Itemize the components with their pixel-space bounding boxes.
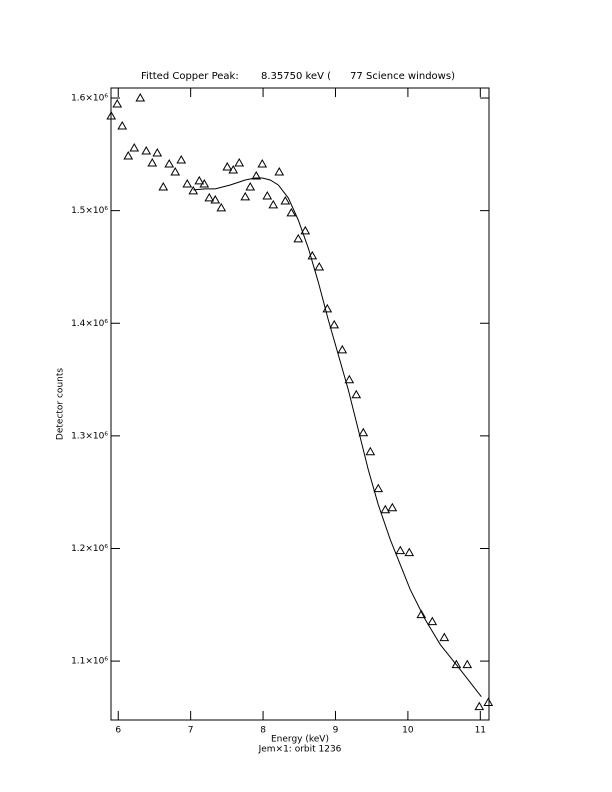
data-point: [274, 167, 285, 176]
data-point: [373, 483, 384, 493]
data-point: [365, 446, 376, 456]
data-point: [194, 175, 205, 185]
x-tick-label: 6: [115, 726, 121, 736]
data-point: [380, 504, 391, 514]
data-point: [404, 547, 415, 557]
x-tick-label: 9: [333, 726, 339, 736]
chart-subtitle: Jem×1: orbit 1236: [258, 745, 342, 755]
fit-line: [193, 177, 482, 697]
y-tick-label: 1.6×10⁶: [71, 94, 108, 104]
y-tick-label: 1.5×10⁶: [71, 206, 108, 216]
data-point: [439, 632, 450, 642]
data-point: [210, 194, 221, 204]
y-tick-label: 1.4×10⁶: [71, 319, 108, 329]
data-point: [135, 93, 146, 102]
data-point: [129, 143, 140, 152]
data-point: [344, 374, 355, 384]
data-point: [176, 154, 187, 164]
chart-title: Fitted Copper Peak: 8.35750 keV ( 77 Sci…: [141, 71, 455, 82]
data-point: [234, 157, 245, 167]
data-point: [141, 145, 152, 155]
data-point: [182, 178, 193, 188]
x-tick-label: 7: [188, 726, 194, 736]
data-point: [117, 120, 128, 130]
data-point: [188, 185, 199, 195]
y-tick-label: 1.2×10⁶: [71, 544, 108, 554]
plot-frame: [110, 87, 490, 721]
data-point: [416, 609, 427, 619]
data-point: [427, 616, 438, 626]
data-point: [245, 181, 256, 191]
data-point: [106, 111, 117, 120]
data-point: [268, 199, 279, 209]
data-point: [204, 192, 215, 202]
data-point: [257, 159, 268, 168]
data-point: [262, 190, 273, 200]
data-point: [358, 427, 369, 437]
data-point: [199, 178, 210, 188]
data-point: [222, 161, 233, 171]
y-axis-label: Detector counts: [56, 368, 66, 440]
data-point: [164, 159, 175, 168]
x-axis-label: Energy (keV): [271, 735, 329, 745]
data-point: [314, 261, 325, 271]
y-tick-label: 1.1×10⁶: [71, 657, 108, 667]
x-tick-label: 8: [260, 726, 266, 736]
data-point: [395, 545, 406, 555]
data-point: [451, 659, 462, 669]
data-point: [152, 147, 163, 157]
data-point: [387, 502, 398, 512]
data-point: [240, 191, 251, 201]
y-tick-label: 1.3×10⁶: [71, 431, 108, 441]
data-point: [286, 207, 297, 217]
data-point: [123, 151, 134, 160]
data-point: [483, 697, 494, 707]
x-tick-label: 10: [402, 726, 414, 736]
data-point: [351, 389, 362, 399]
data-point: [337, 344, 348, 354]
data-point: [147, 157, 158, 167]
data-point: [462, 659, 473, 669]
data-point: [216, 202, 227, 212]
data-point: [474, 701, 485, 711]
x-tick-label: 11: [475, 726, 486, 736]
data-point: [158, 181, 169, 191]
data-point: [280, 195, 291, 205]
data-point: [170, 167, 181, 176]
data-point: [300, 225, 311, 235]
data-point: [293, 233, 304, 243]
data-point: [228, 164, 239, 174]
data-point: [329, 319, 340, 329]
data-point: [251, 170, 262, 180]
data-point: [112, 98, 123, 108]
